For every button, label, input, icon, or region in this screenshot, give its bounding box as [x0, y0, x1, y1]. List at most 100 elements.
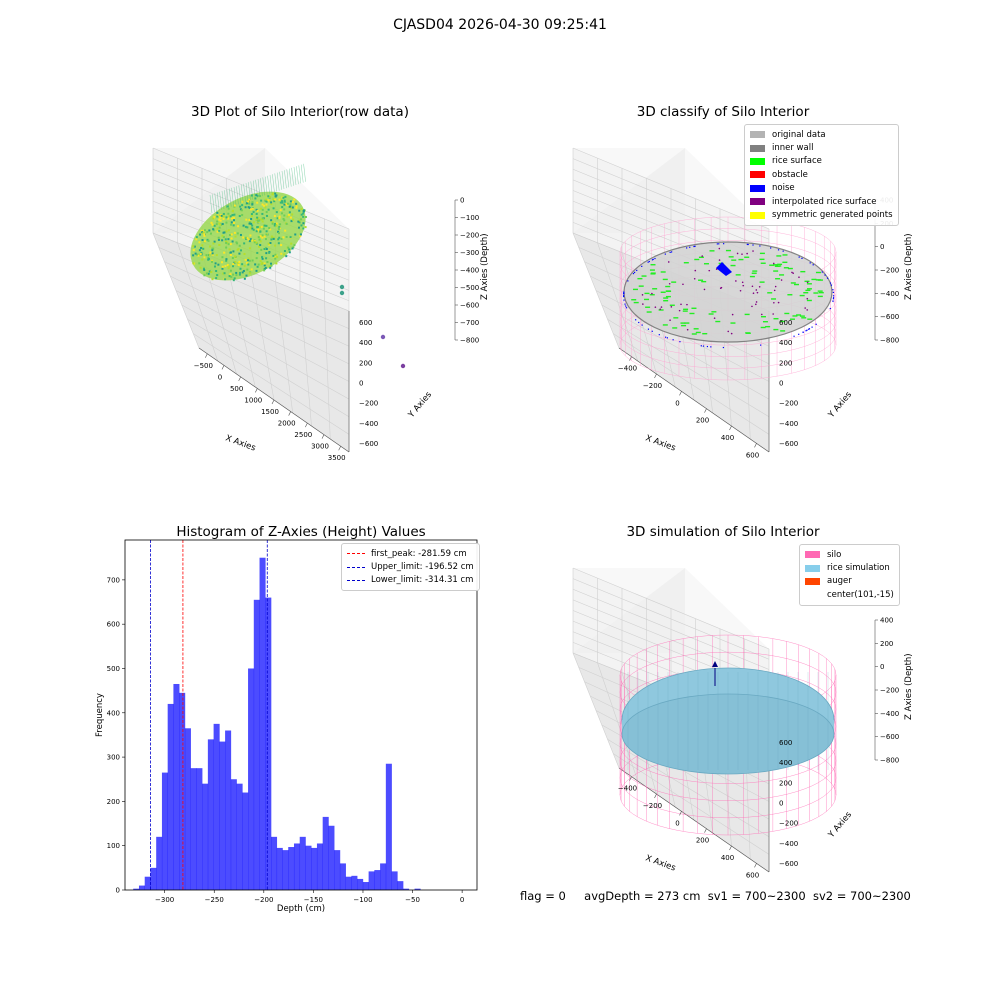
p1-z-tick-label: −300 — [460, 249, 479, 257]
p1-point — [257, 228, 260, 231]
p1-point — [250, 215, 253, 218]
p2-interpolated-point — [667, 261, 670, 263]
p1-point — [251, 227, 254, 230]
p2-rice-point — [805, 289, 811, 292]
p2-rice-point — [702, 332, 708, 335]
p1-point — [261, 203, 264, 206]
p1-point — [212, 229, 215, 232]
p1-point — [270, 235, 273, 238]
panel2-legend-swatch — [750, 157, 765, 165]
p1-z-tick-label: −400 — [460, 267, 479, 275]
p4-x-tick-label: 200 — [696, 837, 709, 845]
p1-point — [212, 228, 215, 231]
p1-point — [270, 238, 273, 241]
panel4-xlabel: X Axies — [644, 853, 677, 873]
p1-point — [288, 248, 291, 251]
p1-point — [273, 255, 276, 258]
p2-rice-point — [803, 292, 809, 294]
p4-x-tick-label: 600 — [746, 871, 759, 879]
p1-point — [225, 240, 228, 243]
p2-rice-point — [817, 295, 823, 298]
p1-stripe — [286, 169, 290, 188]
p1-point — [273, 200, 276, 203]
p1-point — [278, 215, 281, 218]
p1-stripe — [296, 166, 299, 185]
histogram-bar — [225, 730, 232, 890]
p2-z-tick-label: −200 — [880, 267, 899, 275]
panel4-legend-label: center(101,-15) — [827, 589, 894, 600]
p1-point — [230, 237, 233, 240]
histogram-bar — [339, 863, 346, 890]
p2-noise-point — [746, 243, 748, 246]
p1-point — [268, 265, 271, 268]
p4-z-tick-label: −600 — [880, 733, 899, 741]
panel2-legend-label: inner wall — [772, 143, 814, 154]
p1-point — [239, 233, 242, 236]
p1-point — [198, 253, 201, 256]
p1-point — [241, 271, 244, 274]
p1-point — [243, 253, 246, 256]
panel2-legend-swatch — [750, 184, 765, 192]
histogram-bar — [345, 876, 352, 890]
histogram-x-tick-label: −50 — [405, 896, 420, 904]
p1-point — [203, 268, 206, 271]
p1-x-tick — [288, 411, 291, 416]
histogram-bar — [414, 888, 421, 890]
p1-point — [216, 220, 219, 223]
p1-point — [230, 233, 233, 236]
p1-point — [225, 230, 228, 233]
p1-point — [211, 259, 214, 262]
histogram-bar — [253, 599, 260, 890]
status-sv2: sv2 = 700~2300 — [812, 889, 911, 903]
panel4-legend-item: silo — [805, 548, 894, 561]
p1-point — [260, 199, 263, 202]
p1-point — [221, 261, 224, 264]
p2-rice-point — [652, 288, 658, 290]
p1-outlier-point — [339, 290, 345, 296]
p1-pane-floor — [153, 233, 349, 452]
p1-point — [222, 236, 225, 239]
p1-point — [292, 246, 295, 249]
p2-y-tick-label: −200 — [779, 400, 798, 408]
p1-point — [218, 226, 221, 229]
panel4-legend-swatch — [805, 551, 820, 559]
p1-point — [282, 217, 285, 220]
p1-point — [221, 223, 224, 226]
p1-point — [250, 222, 253, 225]
p2-rice-point — [665, 290, 671, 292]
p1-point — [284, 229, 287, 232]
p2-rice-point — [731, 259, 737, 261]
p1-point — [298, 221, 301, 224]
p1-point — [304, 216, 307, 219]
p1-point — [227, 217, 230, 220]
histogram-bar — [282, 850, 289, 890]
p1-point — [302, 212, 305, 215]
p1-point — [209, 245, 212, 248]
p1-stripe — [260, 178, 263, 197]
p2-x-tick — [729, 425, 732, 431]
p2-interpolated-point — [694, 269, 697, 272]
p1-point — [227, 229, 230, 232]
p1-point — [280, 212, 283, 215]
p2-x-tick-label: 0 — [675, 399, 679, 407]
histogram-bar — [207, 739, 214, 890]
p4-x-tick — [629, 776, 632, 781]
p2-interpolated-point — [772, 262, 775, 265]
p1-point — [250, 217, 253, 220]
p1-point — [242, 224, 245, 227]
p4-x-tick — [754, 863, 757, 868]
p2-rice-point — [744, 256, 750, 258]
p1-point — [287, 213, 290, 216]
p1-point — [288, 211, 291, 214]
histogram-x-tick-label: −100 — [353, 896, 372, 904]
p1-point — [246, 268, 249, 271]
histogram-bar — [385, 763, 392, 890]
panel3-ylabel: Frequency — [95, 693, 105, 737]
p1-point — [238, 271, 241, 274]
p1-point — [210, 270, 213, 273]
p1-x-tick — [305, 422, 308, 428]
figure-title: CJASD04 2026-04-30 09:25:41 — [393, 17, 607, 33]
p1-point — [271, 236, 274, 239]
p1-point — [256, 216, 259, 219]
p1-point — [216, 215, 219, 218]
